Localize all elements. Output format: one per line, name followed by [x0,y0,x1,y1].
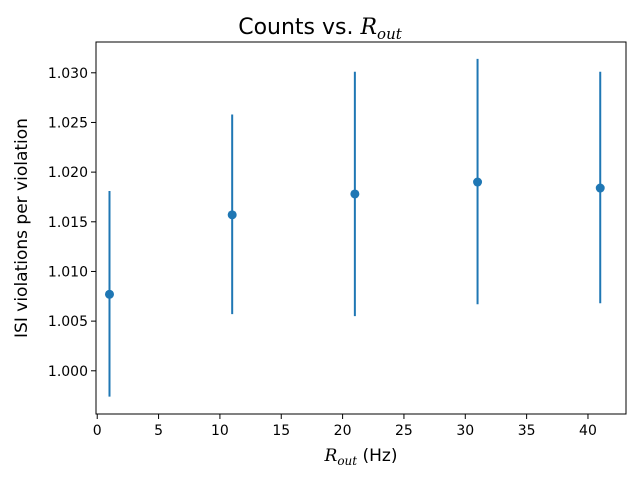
y-tick-label: 1.015 [48,215,88,231]
x-tick-label: 10 [211,423,229,439]
y-tick-label: 1.000 [48,364,88,380]
y-tick-label: 1.030 [48,66,88,82]
x-tick-label: 0 [93,423,102,439]
x-tick-label: 5 [154,423,163,439]
data-point [473,177,483,187]
plot-frame [95,41,627,415]
x-tick-label: 20 [334,423,352,439]
y-tick-label: 1.010 [48,264,88,280]
y-tick-label: 1.025 [48,115,88,131]
data-point [595,183,605,193]
y-tick-label: 1.020 [48,165,88,181]
x-tick-label: 25 [395,423,413,439]
x-tick-label: 40 [579,423,597,439]
x-axis-label: Rout (Hz) [324,446,398,468]
x-tick-label: 35 [518,423,536,439]
data-point [227,210,237,220]
y-axis-label: ISI violations per violation [12,118,32,338]
chart-title: Counts vs. Rout [238,15,403,43]
x-tick-label: 15 [272,423,290,439]
data-point [350,189,360,199]
x-tick-label: 30 [456,423,474,439]
data-point [104,289,114,299]
y-tick-label: 1.005 [48,314,88,330]
